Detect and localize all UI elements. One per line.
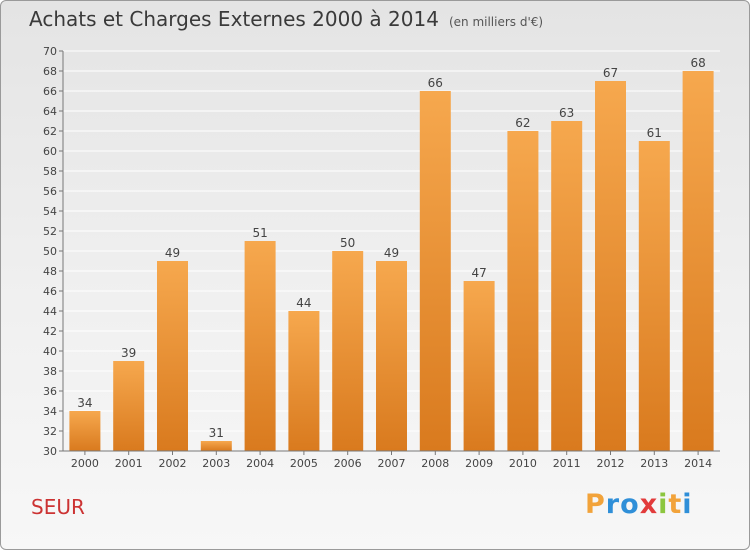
bar bbox=[332, 251, 364, 451]
y-tick-label: 46 bbox=[43, 285, 57, 298]
bar bbox=[200, 441, 232, 451]
x-tick-label: 2004 bbox=[246, 457, 274, 470]
proxiti-logo: Proxiti bbox=[585, 489, 693, 520]
logo-letter: t bbox=[668, 489, 683, 520]
commune-name: SEUR bbox=[31, 495, 85, 519]
x-tick-label: 2014 bbox=[684, 457, 712, 470]
bar bbox=[551, 121, 583, 451]
x-tick-label: 2008 bbox=[421, 457, 449, 470]
data-label: 50 bbox=[340, 236, 355, 250]
logo-letter: x bbox=[639, 489, 659, 520]
x-tick-label: 2002 bbox=[159, 457, 187, 470]
x-tick-label: 2009 bbox=[465, 457, 493, 470]
x-tick-label: 2003 bbox=[202, 457, 230, 470]
y-tick-label: 34 bbox=[43, 405, 57, 418]
x-tick-label: 2001 bbox=[115, 457, 143, 470]
x-tick-label: 2000 bbox=[71, 457, 99, 470]
data-label: 62 bbox=[515, 116, 530, 130]
x-tick-label: 2013 bbox=[640, 457, 668, 470]
data-label: 44 bbox=[296, 296, 311, 310]
data-label: 63 bbox=[559, 106, 574, 120]
y-tick-label: 30 bbox=[43, 445, 57, 458]
bar bbox=[113, 361, 145, 451]
chart-title-text: Achats et Charges Externes 2000 à 2014 bbox=[29, 7, 439, 31]
bar bbox=[507, 131, 539, 451]
data-label: 61 bbox=[647, 126, 662, 140]
data-label: 31 bbox=[209, 426, 224, 440]
data-label: 47 bbox=[471, 266, 486, 280]
y-tick-label: 66 bbox=[43, 85, 57, 98]
y-tick-label: 42 bbox=[43, 325, 57, 338]
data-label: 66 bbox=[428, 76, 443, 90]
y-tick-label: 68 bbox=[43, 65, 57, 78]
logo-letter: o bbox=[620, 489, 640, 520]
y-tick-label: 62 bbox=[43, 125, 57, 138]
logo-letter: r bbox=[605, 489, 621, 520]
x-tick-label: 2005 bbox=[290, 457, 318, 470]
y-tick-label: 58 bbox=[43, 165, 57, 178]
x-tick-label: 2012 bbox=[597, 457, 625, 470]
bar bbox=[595, 81, 626, 451]
y-tick-label: 70 bbox=[43, 45, 57, 58]
y-tick-label: 38 bbox=[43, 365, 57, 378]
y-tick-label: 54 bbox=[43, 205, 57, 218]
y-tick-label: 40 bbox=[43, 345, 57, 358]
bar bbox=[682, 71, 714, 451]
data-label: 51 bbox=[252, 226, 267, 240]
y-tick-label: 36 bbox=[43, 385, 57, 398]
bar bbox=[244, 241, 276, 451]
data-label: 49 bbox=[165, 246, 180, 260]
data-label: 67 bbox=[603, 66, 618, 80]
bar bbox=[376, 261, 407, 451]
chart-title: Achats et Charges Externes 2000 à 2014 (e… bbox=[29, 7, 543, 31]
bar bbox=[288, 311, 320, 451]
logo-letter: i bbox=[682, 489, 693, 520]
data-label: 34 bbox=[77, 396, 92, 410]
bar bbox=[419, 91, 451, 451]
y-tick-label: 64 bbox=[43, 105, 57, 118]
y-tick-label: 52 bbox=[43, 225, 57, 238]
y-tick-label: 50 bbox=[43, 245, 57, 258]
y-tick-label: 32 bbox=[43, 425, 57, 438]
x-tick-label: 2011 bbox=[553, 457, 581, 470]
logo-letter: P bbox=[585, 489, 606, 520]
x-tick-label: 2006 bbox=[334, 457, 362, 470]
logo-letter: i bbox=[658, 489, 669, 520]
data-label: 39 bbox=[121, 346, 136, 360]
bar bbox=[638, 141, 670, 451]
y-tick-label: 48 bbox=[43, 265, 57, 278]
x-tick-label: 2010 bbox=[509, 457, 537, 470]
data-label: 49 bbox=[384, 246, 399, 260]
y-tick-label: 44 bbox=[43, 305, 57, 318]
chart-unit: (en milliers d'€) bbox=[448, 15, 544, 29]
bar bbox=[463, 281, 495, 451]
y-tick-label: 60 bbox=[43, 145, 57, 158]
bar bbox=[157, 261, 188, 451]
y-tick-label: 56 bbox=[43, 185, 57, 198]
data-label: 68 bbox=[690, 56, 705, 70]
x-tick-label: 2007 bbox=[378, 457, 406, 470]
bar bbox=[69, 411, 101, 451]
